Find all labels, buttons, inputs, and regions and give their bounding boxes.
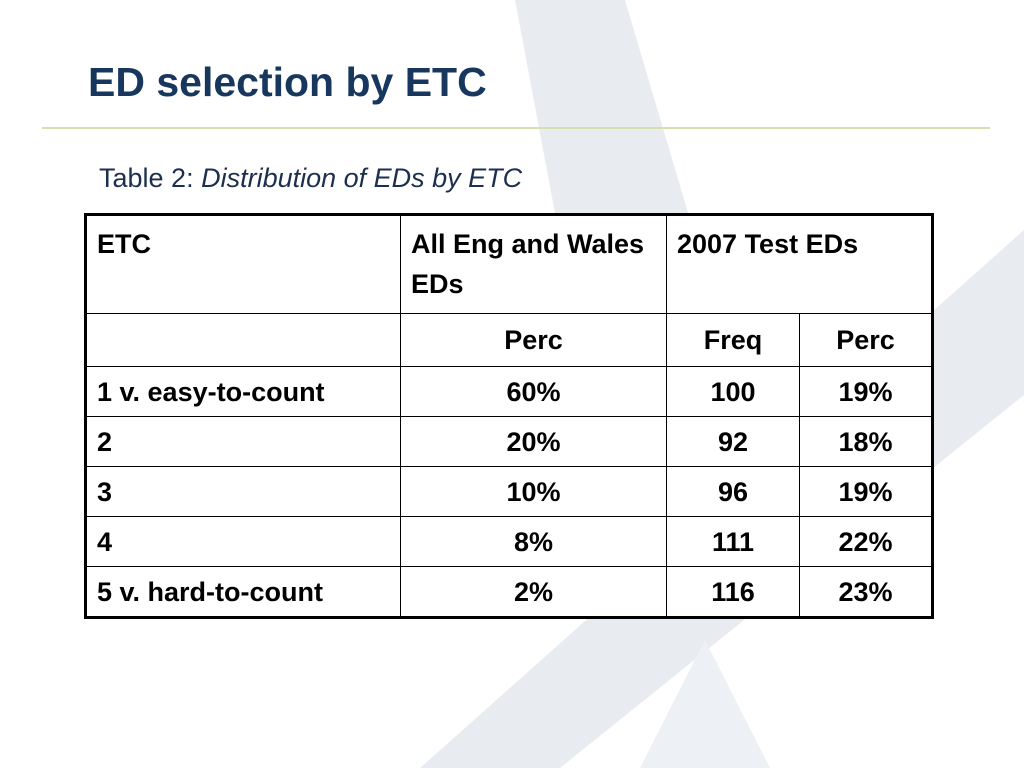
table-caption: Table 2: Distribution of EDs by ETC bbox=[99, 160, 522, 196]
table-subheader-row: Perc Freq Perc bbox=[85, 313, 933, 367]
cell-perc: 19% bbox=[799, 466, 933, 517]
table-header-row: ETC All Eng and Wales EDs 2007 Test EDs bbox=[85, 214, 933, 314]
subheader-test-perc: Perc bbox=[799, 313, 933, 367]
cell-all-perc: 8% bbox=[400, 516, 667, 567]
cell-perc: 22% bbox=[799, 516, 933, 567]
cell-freq: 100 bbox=[666, 366, 800, 417]
cell-perc: 19% bbox=[799, 366, 933, 417]
subheader-test-freq: Freq bbox=[666, 313, 800, 367]
table-row: 5 v. hard-to-count 2% 116 23% bbox=[85, 566, 933, 618]
cell-all-perc: 60% bbox=[400, 366, 667, 417]
header-2007-test: 2007 Test EDs bbox=[666, 214, 933, 314]
cell-all-perc: 10% bbox=[400, 466, 667, 517]
cell-perc: 23% bbox=[799, 566, 933, 618]
cell-freq: 96 bbox=[666, 466, 800, 517]
caption-prefix: Table 2: bbox=[99, 163, 202, 193]
cell-etc: 2 bbox=[85, 416, 401, 467]
cell-etc: 1 v. easy-to-count bbox=[85, 366, 401, 417]
slide-title: ED selection by ETC bbox=[88, 59, 487, 105]
table-row: 3 10% 96 19% bbox=[85, 466, 933, 517]
cell-all-perc: 2% bbox=[400, 566, 667, 618]
table-row: 1 v. easy-to-count 60% 100 19% bbox=[85, 366, 933, 417]
cell-freq: 111 bbox=[666, 516, 800, 567]
cell-etc: 5 v. hard-to-count bbox=[85, 566, 401, 618]
header-etc: ETC bbox=[85, 214, 401, 314]
cell-etc: 3 bbox=[85, 466, 401, 517]
cell-etc: 4 bbox=[85, 516, 401, 567]
title-divider bbox=[42, 127, 990, 129]
cell-freq: 92 bbox=[666, 416, 800, 467]
table-row: 2 20% 92 18% bbox=[85, 416, 933, 467]
distribution-table: ETC All Eng and Wales EDs 2007 Test EDs … bbox=[84, 213, 934, 619]
caption-text: Distribution of EDs by ETC bbox=[201, 163, 523, 193]
subheader-etc bbox=[85, 313, 401, 367]
table-row: 4 8% 111 22% bbox=[85, 516, 933, 567]
cell-perc: 18% bbox=[799, 416, 933, 467]
header-all-eng-wales: All Eng and Wales EDs bbox=[400, 214, 667, 314]
cell-all-perc: 20% bbox=[400, 416, 667, 467]
subheader-all-perc: Perc bbox=[400, 313, 667, 367]
cell-freq: 116 bbox=[666, 566, 800, 618]
